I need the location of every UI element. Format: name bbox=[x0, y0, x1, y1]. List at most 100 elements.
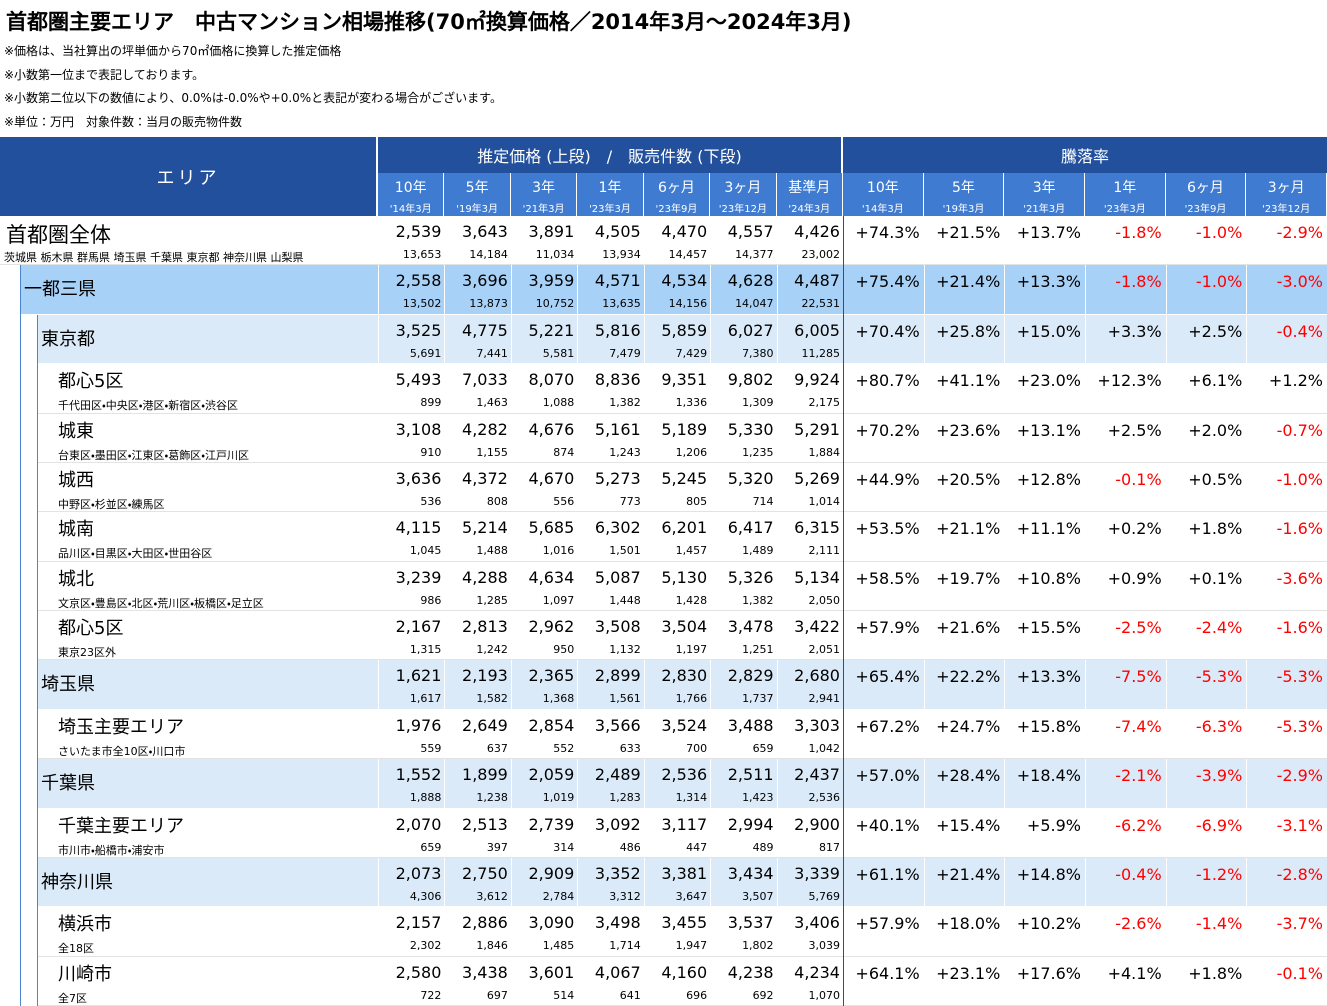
count: 1,132 bbox=[609, 643, 641, 656]
count: 13,653 bbox=[402, 248, 442, 261]
rate: +24.7% bbox=[936, 716, 1001, 736]
count: 14,047 bbox=[735, 297, 774, 311]
cell-divider bbox=[510, 314, 512, 365]
rate: -5.3% bbox=[1195, 667, 1243, 687]
column-header: 3ヶ月 '23年12月 bbox=[710, 173, 777, 216]
count: 13,873 bbox=[469, 297, 508, 311]
rate: +2.0% bbox=[1188, 420, 1243, 440]
count: 314 bbox=[553, 840, 575, 854]
column-label: 1年 bbox=[1113, 180, 1137, 196]
area-name: 都心5区 bbox=[58, 371, 124, 393]
price: 5,134 bbox=[794, 567, 840, 587]
count: 1,336 bbox=[675, 396, 708, 410]
price: 9,924 bbox=[794, 370, 840, 390]
count: 697 bbox=[486, 988, 508, 1002]
price: 4,067 bbox=[594, 962, 641, 982]
price: 3,108 bbox=[395, 419, 442, 439]
count: 7,479 bbox=[609, 346, 641, 360]
count: 700 bbox=[686, 741, 708, 755]
count: 7,441 bbox=[476, 346, 508, 360]
price: 2,167 bbox=[395, 617, 442, 636]
cell-divider bbox=[1085, 857, 1086, 908]
price: 4,115 bbox=[395, 518, 442, 538]
price: 1,976 bbox=[395, 715, 442, 735]
price: 2,899 bbox=[594, 666, 641, 686]
count: 2,175 bbox=[808, 396, 840, 410]
count: 1,019 bbox=[542, 791, 575, 805]
row-background bbox=[37, 808, 1327, 858]
count: 3,507 bbox=[742, 889, 774, 903]
cell-divider bbox=[776, 314, 778, 365]
row-background bbox=[37, 611, 1327, 661]
cell-divider bbox=[643, 660, 645, 710]
cell-divider bbox=[444, 759, 446, 809]
column-date: '21年3月 bbox=[1023, 204, 1066, 215]
rate: +21.5% bbox=[936, 223, 1001, 242]
area-name: 埼玉県 bbox=[41, 674, 95, 696]
rate: -0.4% bbox=[1276, 321, 1323, 341]
cell-divider bbox=[1246, 660, 1248, 710]
area-name: 神奈川県 bbox=[41, 871, 113, 893]
column-header: 6ヶ月 '23年9月 bbox=[643, 173, 711, 216]
column-header: 1年 '23年3月 bbox=[1085, 173, 1166, 216]
count: 5,691 bbox=[409, 346, 442, 360]
count: 397 bbox=[486, 840, 508, 854]
price: 3,891 bbox=[528, 222, 575, 241]
count: 1,235 bbox=[742, 445, 774, 459]
column-date: '19年3月 bbox=[942, 204, 985, 215]
price: 2,994 bbox=[727, 814, 774, 834]
count: 2,050 bbox=[808, 593, 840, 607]
count: 1,617 bbox=[409, 692, 442, 706]
rate: +64.1% bbox=[855, 963, 920, 983]
rate: +12.3% bbox=[1097, 371, 1162, 391]
rate: +22.2% bbox=[936, 667, 1001, 687]
price: 6,302 bbox=[594, 518, 641, 538]
cell-divider bbox=[444, 314, 446, 365]
area-sub: 品川区・目黒区・大田区・世田谷区 bbox=[58, 547, 213, 561]
count: 13,934 bbox=[602, 248, 641, 261]
area-name: 城南 bbox=[58, 519, 94, 541]
count: 1,561 bbox=[609, 692, 641, 706]
count: 1,242 bbox=[476, 643, 508, 656]
area-sub: 文京区・豊島区・北区・荒川区・板橋区・足立区 bbox=[58, 596, 264, 610]
count: 633 bbox=[619, 741, 641, 755]
rate: +25.8% bbox=[936, 321, 1001, 341]
rate: +0.5% bbox=[1188, 469, 1243, 489]
price: 7,033 bbox=[462, 370, 508, 390]
tree-line bbox=[37, 314, 38, 1006]
price: 3,696 bbox=[462, 271, 508, 291]
cell-divider bbox=[1165, 759, 1167, 809]
count: 556 bbox=[553, 494, 575, 508]
cell-divider bbox=[923, 857, 925, 908]
price: 3,422 bbox=[794, 617, 840, 636]
price: 4,571 bbox=[594, 271, 641, 291]
count: 899 bbox=[420, 396, 442, 410]
count: 489 bbox=[752, 840, 774, 854]
note: ※単位：万円 対象件数：当月の販売物件数 bbox=[4, 115, 243, 130]
cell-divider bbox=[1004, 265, 1006, 315]
price: 3,488 bbox=[727, 715, 774, 735]
count: 13,502 bbox=[402, 297, 442, 311]
cell-divider bbox=[1085, 265, 1086, 315]
count: 1,766 bbox=[675, 692, 708, 706]
cell-divider bbox=[1246, 857, 1248, 908]
price: 5,221 bbox=[528, 320, 575, 340]
area-sub: 東京23区外 bbox=[58, 646, 116, 659]
rate: -1.4% bbox=[1195, 914, 1243, 934]
cell-divider bbox=[378, 759, 379, 809]
rate: +67.2% bbox=[855, 716, 920, 736]
price: 4,160 bbox=[661, 962, 708, 982]
price: 6,201 bbox=[661, 518, 708, 538]
price: 4,282 bbox=[462, 419, 508, 439]
cell-divider bbox=[1004, 660, 1006, 710]
column-label: 10年 bbox=[394, 180, 427, 196]
rate-header: 騰落率 bbox=[843, 137, 1327, 173]
column-label: 3年 bbox=[1032, 180, 1056, 196]
rate: -2.1% bbox=[1115, 766, 1162, 786]
row-background bbox=[20, 265, 1327, 315]
price: 5,320 bbox=[727, 468, 774, 488]
price: 5,214 bbox=[462, 518, 508, 538]
count: 659 bbox=[420, 840, 442, 854]
rate: +23.0% bbox=[1016, 371, 1081, 391]
rate: +21.1% bbox=[936, 519, 1001, 539]
